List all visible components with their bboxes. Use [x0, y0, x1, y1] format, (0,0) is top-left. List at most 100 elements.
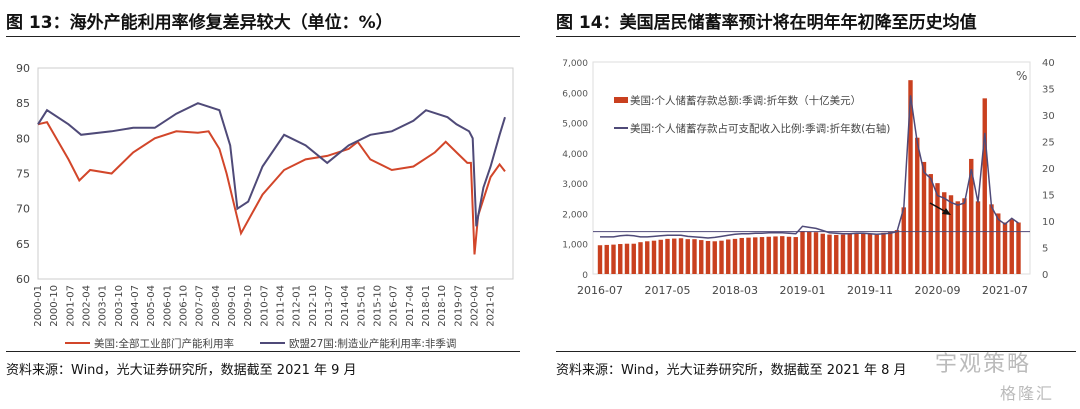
bar	[611, 244, 616, 274]
bar	[651, 240, 657, 274]
bar	[881, 232, 886, 274]
series-line-eu	[37, 102, 506, 227]
bar	[874, 234, 879, 274]
bar	[645, 241, 650, 274]
bar	[800, 230, 805, 274]
x-tick-label: 2007-07	[195, 285, 206, 327]
legend-label: 美国:个人储蓄存款总额:季调:折年数（十亿美元）	[630, 94, 861, 107]
bar	[915, 137, 920, 274]
bar	[604, 244, 609, 274]
x-tick-label: 2011-04	[275, 285, 286, 327]
bar	[685, 239, 690, 274]
bar	[793, 237, 798, 274]
y-left-tick-label: 6,000	[562, 89, 588, 99]
y-tick-label: 80	[16, 132, 30, 145]
bar	[867, 234, 873, 274]
bar	[894, 230, 900, 274]
y-right-tick-label: 10	[1042, 217, 1055, 228]
x-tick-label: 2000-10	[49, 285, 60, 327]
bar	[692, 239, 697, 274]
bar	[989, 204, 994, 274]
bar	[908, 80, 913, 275]
bar	[732, 238, 738, 274]
x-tick-label: 2003-01	[98, 285, 109, 327]
bar	[854, 233, 859, 274]
x-tick-label: 2015-10	[372, 285, 383, 327]
y-right-tick-label: 15	[1042, 191, 1055, 202]
x-tick-label: 2002-04	[81, 285, 92, 327]
right-chart-title: 图 14：美国居民储蓄率预计将在明年年初降至历史均值	[556, 13, 977, 33]
divider	[556, 36, 1076, 37]
y-right-tick-label: 30	[1042, 111, 1055, 122]
bar	[969, 158, 974, 274]
bar	[786, 236, 792, 274]
bar	[658, 239, 663, 274]
bar	[847, 233, 852, 274]
y-left-tick-label: 3,000	[562, 180, 588, 190]
y-tick-label: 85	[16, 97, 30, 110]
bar	[631, 243, 636, 274]
x-tick-label: 2013-07	[324, 285, 335, 327]
y-tick-label: 70	[16, 203, 30, 216]
x-tick-label: 2015-01	[356, 285, 367, 327]
divider	[6, 351, 520, 352]
legend-label: 美国:个人储蓄存款占可支配收入比例:季调:折年数(右轴)	[630, 122, 890, 135]
bar	[820, 233, 825, 274]
x-tick-label: 2018-03	[712, 284, 758, 297]
bar	[705, 240, 711, 274]
x-tick-label: 2021-01	[486, 285, 497, 327]
left-source: 资料来源：Wind，光大证券研究所，数据截至 2021 年 9 月	[6, 363, 357, 378]
y-tick-label: 90	[16, 62, 30, 75]
bar	[678, 238, 684, 274]
x-tick-label: 2003-10	[114, 285, 125, 327]
bar	[753, 237, 758, 274]
legend-label: 美国:全部工业部门产能利用率	[94, 337, 234, 350]
y-left-tick-label: 5,000	[562, 120, 588, 130]
bar	[766, 236, 771, 274]
y-tick-label: 65	[16, 238, 30, 251]
series-line-saving-rate	[600, 95, 1019, 239]
bar	[888, 231, 893, 274]
x-tick-label: 2012-10	[308, 285, 319, 327]
x-tick-label: 2009-01	[227, 285, 238, 327]
bar	[672, 238, 677, 274]
x-tick-label: 2021-07	[982, 284, 1028, 297]
bar	[1016, 222, 1021, 274]
bar	[597, 245, 603, 274]
bar	[948, 195, 954, 274]
bar	[618, 244, 623, 274]
x-tick-label: 2020-09	[915, 284, 961, 297]
y-right-unit: %	[1016, 69, 1027, 83]
bar	[975, 201, 981, 274]
bar	[699, 240, 704, 274]
legend-swatch	[614, 97, 628, 103]
x-tick-label: 2019-01	[780, 284, 826, 297]
x-tick-label: 2017-05	[645, 284, 691, 297]
x-tick-label: 2012-01	[292, 285, 303, 327]
x-tick-label: 2009-10	[243, 285, 254, 327]
plot-area	[592, 61, 1031, 275]
right-source: 资料来源：Wind，光大证券研究所，数据截至 2021 年 8 月	[556, 363, 907, 378]
bar	[901, 207, 906, 274]
divider	[6, 36, 520, 37]
divider	[556, 351, 1076, 352]
bar	[996, 213, 1001, 274]
x-tick-label: 2005-04	[146, 285, 157, 327]
series-line-us	[37, 121, 506, 255]
bar	[861, 233, 866, 274]
bar	[928, 174, 933, 274]
y-left-tick-label: 7,000	[562, 59, 588, 69]
y-right-tick-label: 40	[1042, 58, 1055, 69]
bar	[665, 238, 670, 274]
y-tick-label: 75	[16, 168, 30, 181]
bar	[759, 237, 765, 274]
x-tick-label: 2008-04	[211, 285, 222, 327]
bar	[1002, 222, 1008, 274]
bar	[955, 201, 960, 274]
x-tick-label: 2010-07	[259, 285, 270, 327]
y-right-tick-label: 25	[1042, 138, 1055, 149]
bar	[1009, 219, 1014, 274]
x-tick-label: 2018-01	[421, 285, 432, 327]
bar	[773, 236, 778, 274]
bar	[982, 98, 987, 274]
